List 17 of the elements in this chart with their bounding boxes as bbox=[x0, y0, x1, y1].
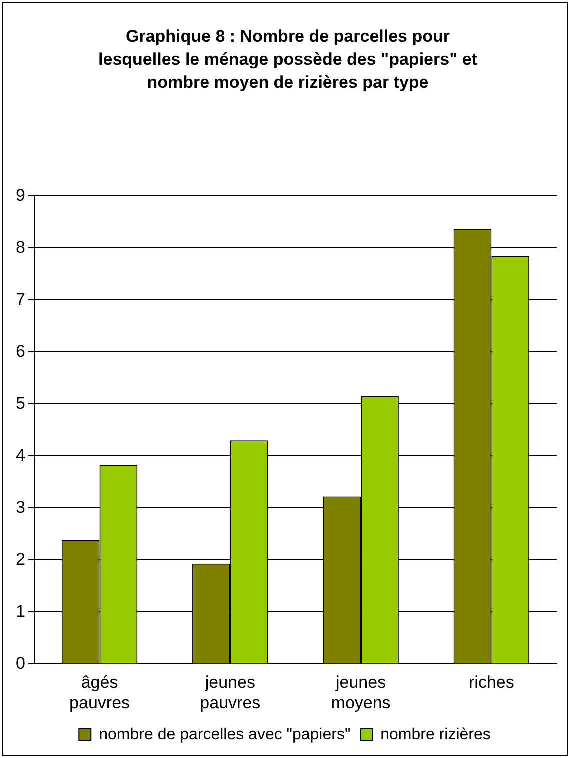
x-tick-label: riches bbox=[469, 673, 514, 692]
y-tick-label: 7 bbox=[16, 290, 26, 309]
x-tick-label: jeunes moyens bbox=[331, 673, 391, 712]
y-tick-label: 1 bbox=[16, 602, 26, 621]
x-tick-label: âgés pauvres bbox=[70, 673, 130, 712]
y-tick-label: 8 bbox=[16, 238, 26, 257]
y-tick-label: 5 bbox=[16, 394, 26, 413]
legend-label: nombre rizières bbox=[380, 726, 491, 744]
y-tick-label: 6 bbox=[16, 342, 26, 361]
y-tick-label: 3 bbox=[16, 498, 26, 517]
y-tick-label: 9 bbox=[16, 186, 26, 205]
legend-label: nombre de parcelles avec "papiers" bbox=[99, 726, 351, 744]
y-tick-label: 4 bbox=[16, 446, 26, 465]
y-tick-label: 2 bbox=[16, 550, 26, 569]
chart-title: Graphique 8 : Nombre de parcelles pour lesquelles le ménage possède des "papiers" et nombre moyen de rizières par type bbox=[98, 26, 478, 94]
x-tick-label: jeunes pauvres bbox=[200, 673, 261, 712]
y-tick-label: 0 bbox=[16, 654, 26, 673]
